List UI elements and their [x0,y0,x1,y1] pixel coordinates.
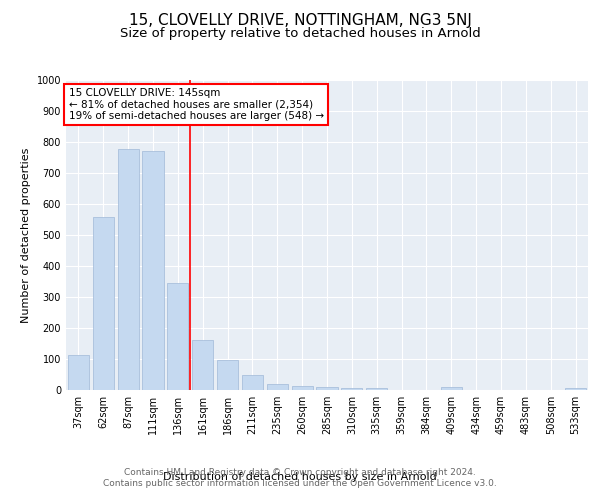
Bar [242,374,263,390]
Bar [292,386,313,390]
Text: Distribution of detached houses by size in Arnold: Distribution of detached houses by size … [163,472,437,482]
Bar [316,387,338,390]
Bar [217,360,238,390]
Bar [366,388,387,390]
Bar [167,283,188,390]
Bar [142,152,164,390]
Bar [267,384,288,390]
Bar [118,149,139,390]
Bar [192,340,213,390]
Text: 15, CLOVELLY DRIVE, NOTTINGHAM, NG3 5NJ: 15, CLOVELLY DRIVE, NOTTINGHAM, NG3 5NJ [128,12,472,28]
Bar [441,387,462,390]
Bar [341,388,362,390]
Text: Contains HM Land Registry data © Crown copyright and database right 2024.
Contai: Contains HM Land Registry data © Crown c… [103,468,497,487]
Bar [68,355,89,390]
Bar [565,388,586,390]
Y-axis label: Number of detached properties: Number of detached properties [21,148,31,322]
Bar [93,218,114,390]
Text: 15 CLOVELLY DRIVE: 145sqm
← 81% of detached houses are smaller (2,354)
19% of se: 15 CLOVELLY DRIVE: 145sqm ← 81% of detac… [68,88,324,121]
Text: Size of property relative to detached houses in Arnold: Size of property relative to detached ho… [119,28,481,40]
